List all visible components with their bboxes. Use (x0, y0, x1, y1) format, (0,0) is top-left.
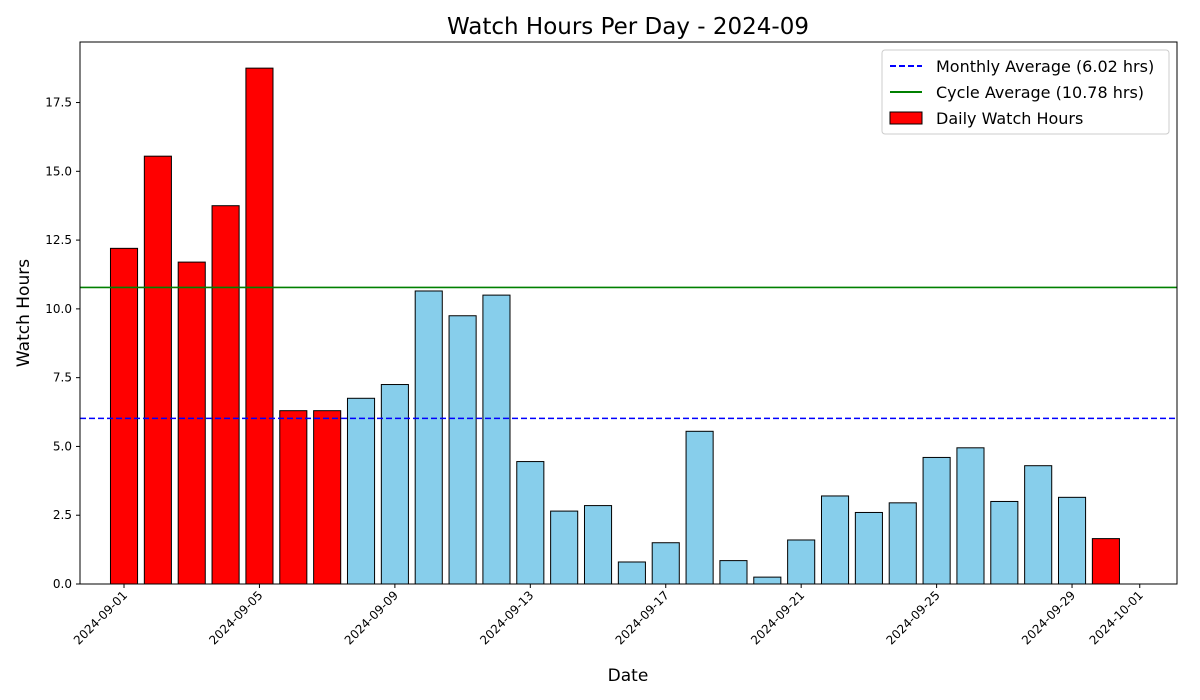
y-axis-label: Watch Hours (14, 259, 34, 367)
bar-2024-09-12 (482, 294, 511, 585)
bar-2024-09-02 (143, 155, 172, 585)
x-axis-label: Date (608, 666, 649, 686)
x-tick-label: 2024-09-29 (1019, 588, 1078, 647)
y-tick-label: 5.0 (53, 439, 72, 453)
bar-2024-09-17 (651, 542, 680, 585)
x-tick-label: 2024-09-09 (342, 588, 401, 647)
bar-2024-09-29 (1057, 496, 1087, 585)
y-tick-label: 17.5 (45, 96, 72, 110)
x-tick-label: 2024-09-21 (748, 588, 807, 647)
bar-2024-09-16 (617, 561, 646, 585)
y-tick-label: 12.5 (45, 233, 72, 247)
bar-2024-09-09 (380, 384, 409, 585)
bar-2024-09-26 (956, 447, 985, 585)
plot-frame (79, 41, 1178, 585)
x-tick-label: 2024-09-17 (613, 588, 672, 647)
bar-2024-09-27 (990, 500, 1019, 585)
x-tick-label: 2024-09-05 (206, 588, 265, 647)
bars-group (109, 67, 1120, 585)
x-tick-label: 2024-09-13 (477, 588, 536, 647)
y-tick-label: 10.0 (45, 302, 72, 316)
y-tick-label: 7.5 (53, 371, 72, 385)
legend-label: Monthly Average (6.02 hrs) (936, 57, 1154, 76)
bar-2024-09-18 (685, 430, 714, 585)
x-axis: 2024-09-01 2024-09-05 2024-09-09 2024-09-13… (71, 584, 1146, 647)
bar-2024-09-19 (719, 560, 748, 585)
bar-2024-09-20 (753, 576, 782, 585)
bar-2024-09-15 (583, 505, 613, 585)
bar-2024-09-10 (414, 290, 443, 585)
bar-2024-09-30 (1091, 538, 1120, 585)
x-tick-label: 2024-09-01 (71, 588, 130, 647)
bar-2024-09-14 (550, 510, 579, 585)
legend-swatch (889, 111, 923, 125)
x-tick-label: 2024-10-01 (1087, 588, 1146, 647)
bar-2024-09-23 (854, 511, 883, 585)
bar-2024-09-07 (313, 410, 342, 585)
bar-2024-09-25 (922, 456, 951, 585)
y-tick-label: 0.0 (53, 577, 72, 591)
reference-lines-group (80, 286, 1177, 420)
bar-2024-09-03 (177, 261, 206, 585)
bar-2024-09-08 (346, 397, 376, 585)
legend-label: Cycle Average (10.78 hrs) (936, 83, 1144, 102)
bar-2024-09-24 (888, 502, 917, 585)
legend: Monthly Average (6.02 hrs) Cycle Average … (881, 49, 1170, 135)
legend-box (881, 49, 1170, 135)
y-tick-label: 2.5 (53, 508, 72, 522)
chart-title: Watch Hours Per Day - 2024-09 (447, 14, 809, 40)
bar-2024-09-11 (448, 315, 477, 585)
bar-2024-09-28 (1024, 465, 1053, 585)
legend-label: Daily Watch Hours (936, 109, 1083, 128)
y-tick-label: 15.0 (45, 164, 72, 178)
bar-2024-09-04 (211, 205, 240, 585)
bar-2024-09-01 (109, 247, 139, 585)
bar-2024-09-13 (516, 461, 545, 585)
y-axis: 0.0 2.5 5.0 7.5 10.0 12.5 15.0 17.5 (45, 96, 80, 591)
bar-2024-09-22 (820, 495, 850, 585)
bar-2024-09-06 (279, 410, 308, 585)
bar-2024-09-21 (787, 539, 816, 585)
bar-2024-09-05 (245, 67, 274, 585)
x-tick-label: 2024-09-25 (884, 588, 943, 647)
